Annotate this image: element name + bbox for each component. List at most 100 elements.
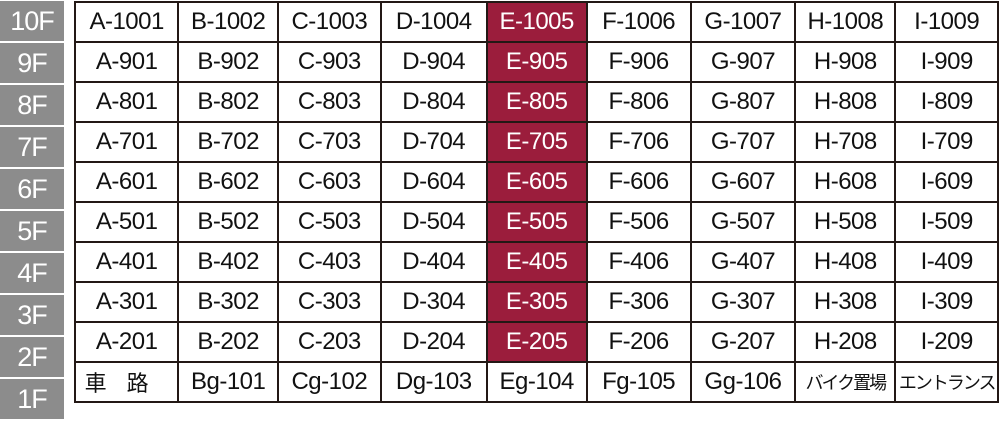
unit-cell: B-702 bbox=[177, 121, 280, 163]
unit-cell: H-208 bbox=[794, 321, 897, 363]
floor-label: 6F bbox=[0, 169, 64, 209]
floor-label: 4F bbox=[0, 253, 64, 293]
unit-cell: F-606 bbox=[585, 161, 692, 203]
floor-label: 2F bbox=[0, 337, 64, 377]
table-row: A-401 B-402 C-403 D-404 E-405 F-406 G-407 H-408… bbox=[73, 241, 999, 283]
unit-cell: D-404 bbox=[379, 241, 488, 283]
floor-label: 1F bbox=[0, 379, 64, 419]
unit-cell: I-309 bbox=[894, 281, 999, 323]
unit-cell: B-202 bbox=[177, 321, 280, 363]
unit-cell: C-903 bbox=[277, 41, 382, 83]
unit-cell: C-303 bbox=[277, 281, 382, 323]
unit-cell: I-809 bbox=[894, 81, 999, 123]
unit-cell: F-906 bbox=[585, 41, 692, 83]
table-row: A-601 B-602 C-603 D-604 E-605 F-606 G-607 H-608… bbox=[73, 161, 999, 203]
unit-cell: C-1003 bbox=[277, 1, 382, 43]
unit-cell: エントランス bbox=[894, 361, 999, 403]
unit-cell: H-808 bbox=[794, 81, 897, 123]
unit-cell: A-601 bbox=[73, 161, 180, 203]
unit-cell: D-1004 bbox=[379, 1, 488, 43]
unit-cell: G-907 bbox=[689, 41, 797, 83]
unit-cell: Gg-106 bbox=[689, 361, 797, 403]
unit-cell: A-301 bbox=[73, 281, 180, 323]
unit-cell: G-507 bbox=[689, 201, 797, 243]
unit-cell: A-501 bbox=[73, 201, 180, 243]
unit-cell: I-609 bbox=[894, 161, 999, 203]
unit-cell: C-503 bbox=[277, 201, 382, 243]
floor-labels: 10F 9F 8F 7F 6F 5F 4F 3F 2F 1F bbox=[0, 1, 64, 421]
floor-label: 10F bbox=[0, 1, 64, 41]
unit-cell: E-405 bbox=[485, 241, 588, 283]
unit-cell: Dg-103 bbox=[379, 361, 488, 403]
unit-cell: E-705 bbox=[485, 121, 588, 163]
unit-cell: F-406 bbox=[585, 241, 692, 283]
unit-cell: D-504 bbox=[379, 201, 488, 243]
floor-label: 9F bbox=[0, 43, 64, 83]
unit-cell: I-209 bbox=[894, 321, 999, 363]
unit-cell: B-302 bbox=[177, 281, 280, 323]
unit-cell: バイク置場 bbox=[794, 361, 897, 403]
unit-cell: E-205 bbox=[485, 321, 588, 363]
unit-cell: 車路 bbox=[73, 361, 180, 403]
unit-cell: Cg-102 bbox=[277, 361, 382, 403]
unit-cell: E-805 bbox=[485, 81, 588, 123]
unit-cell: G-607 bbox=[689, 161, 797, 203]
unit-cell: H-308 bbox=[794, 281, 897, 323]
unit-cell: G-207 bbox=[689, 321, 797, 363]
unit-cell: A-201 bbox=[73, 321, 180, 363]
unit-cell: A-401 bbox=[73, 241, 180, 283]
unit-cell: E-605 bbox=[485, 161, 588, 203]
unit-cell: F-506 bbox=[585, 201, 692, 243]
unit-cell: I-1009 bbox=[894, 1, 999, 43]
unit-cell: F-706 bbox=[585, 121, 692, 163]
unit-cell: E-305 bbox=[485, 281, 588, 323]
unit-cell: Bg-101 bbox=[177, 361, 280, 403]
floor-label: 3F bbox=[0, 295, 64, 335]
table-row: A-1001 B-1002 C-1003 D-1004 E-1005 F-1006 G-10… bbox=[73, 1, 999, 43]
unit-cell: F-306 bbox=[585, 281, 692, 323]
unit-cell: H-1008 bbox=[794, 1, 897, 43]
table-row: A-901 B-902 C-903 D-904 E-905 F-906 G-907 H-908… bbox=[73, 41, 999, 83]
unit-cell: Eg-104 bbox=[485, 361, 588, 403]
unit-cell: A-801 bbox=[73, 81, 180, 123]
table-row: A-501 B-502 C-503 D-504 E-505 F-506 G-507 H-508… bbox=[73, 201, 999, 243]
unit-cell: E-505 bbox=[485, 201, 588, 243]
unit-cell: I-709 bbox=[894, 121, 999, 163]
unit-cell: C-203 bbox=[277, 321, 382, 363]
unit-cell: F-806 bbox=[585, 81, 692, 123]
unit-cell: B-1002 bbox=[177, 1, 280, 43]
table-row: 車路 Bg-101 Cg-102 Dg-103 Eg-104 Fg-105 Gg-106 バイ… bbox=[73, 361, 999, 403]
unit-cell: B-502 bbox=[177, 201, 280, 243]
unit-cell: C-603 bbox=[277, 161, 382, 203]
unit-cell: H-608 bbox=[794, 161, 897, 203]
unit-cell: D-204 bbox=[379, 321, 488, 363]
table-row: A-201 B-202 C-203 D-204 E-205 F-206 G-207 H-208… bbox=[73, 321, 999, 363]
unit-cell: B-402 bbox=[177, 241, 280, 283]
unit-cell: Fg-105 bbox=[585, 361, 692, 403]
unit-cell: G-407 bbox=[689, 241, 797, 283]
unit-cell: I-409 bbox=[894, 241, 999, 283]
unit-cell: C-703 bbox=[277, 121, 382, 163]
unit-cell: I-909 bbox=[894, 41, 999, 83]
table-row: A-701 B-702 C-703 D-704 E-705 F-706 G-707 H-708… bbox=[73, 121, 999, 163]
unit-cell: I-509 bbox=[894, 201, 999, 243]
floor-label: 7F bbox=[0, 127, 64, 167]
unit-cell: H-508 bbox=[794, 201, 897, 243]
unit-cell: G-307 bbox=[689, 281, 797, 323]
unit-cell: F-206 bbox=[585, 321, 692, 363]
unit-cell: H-708 bbox=[794, 121, 897, 163]
unit-cell: A-701 bbox=[73, 121, 180, 163]
unit-cell: F-1006 bbox=[585, 1, 692, 43]
unit-cell: D-604 bbox=[379, 161, 488, 203]
unit-cell: B-602 bbox=[177, 161, 280, 203]
unit-cell: E-905 bbox=[485, 41, 588, 83]
unit-cell: E-1005 bbox=[485, 1, 588, 43]
unit-cell: A-1001 bbox=[73, 1, 180, 43]
unit-cell: G-1007 bbox=[689, 1, 797, 43]
unit-cell: B-902 bbox=[177, 41, 280, 83]
unit-cell: H-408 bbox=[794, 241, 897, 283]
unit-cell: D-704 bbox=[379, 121, 488, 163]
floor-label: 5F bbox=[0, 211, 64, 251]
unit-cell: G-807 bbox=[689, 81, 797, 123]
unit-cell: H-908 bbox=[794, 41, 897, 83]
